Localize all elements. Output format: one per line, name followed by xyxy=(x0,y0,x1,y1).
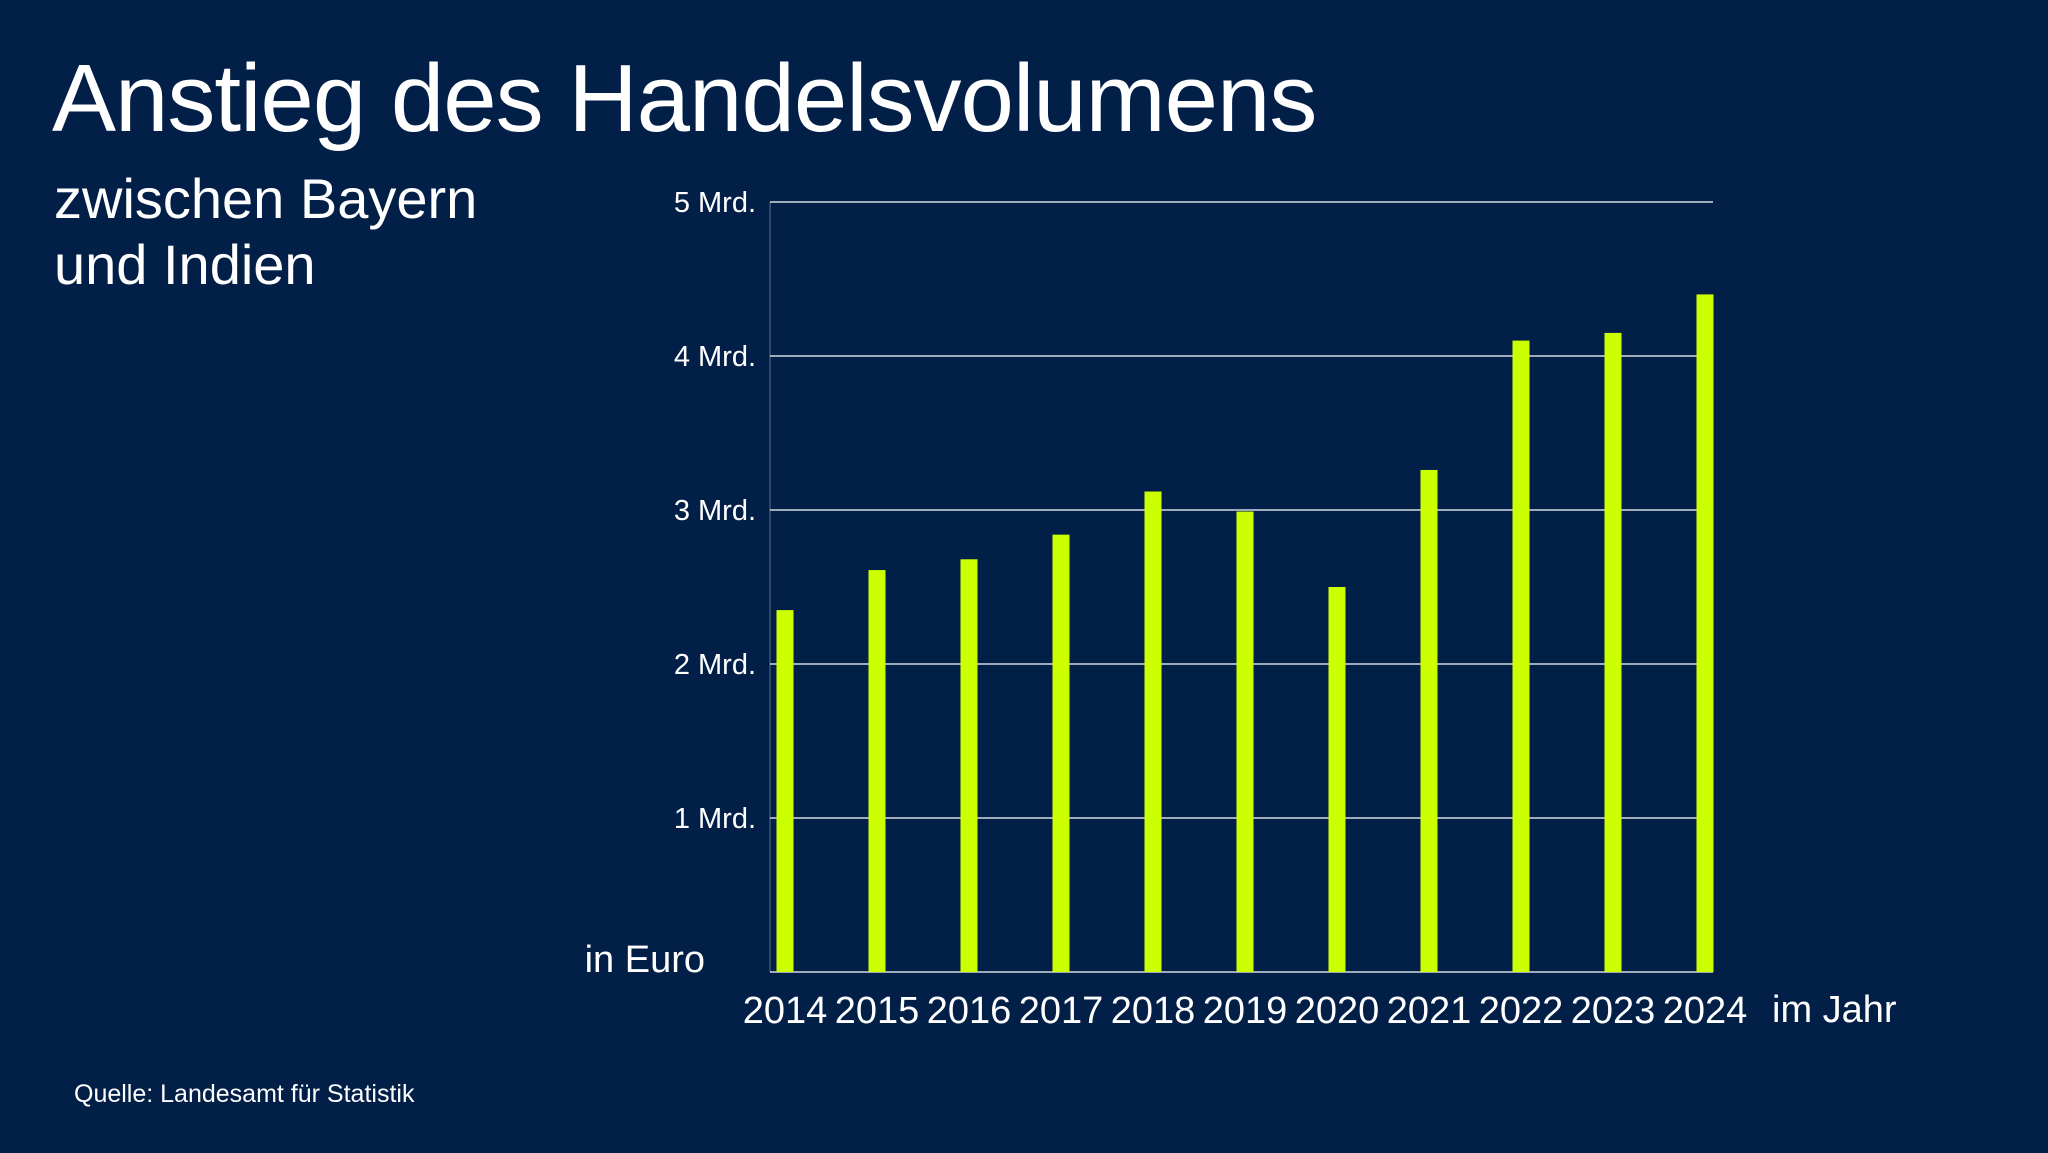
x-tick-label: 2021 xyxy=(1387,990,1472,1032)
bar-2022 xyxy=(1512,340,1530,973)
x-tick-label: 2020 xyxy=(1295,990,1380,1032)
x-tick-label: 2022 xyxy=(1479,990,1564,1032)
x-tick-label: 2018 xyxy=(1111,990,1196,1032)
x-tick-label: 2014 xyxy=(743,990,828,1032)
x-tick-label: 2023 xyxy=(1571,990,1656,1032)
y-tick-label: 3 Mrd. xyxy=(674,495,756,527)
bar-2015 xyxy=(868,570,886,972)
bar-2016 xyxy=(960,559,978,972)
bar-2021 xyxy=(1420,469,1438,972)
bar-2023 xyxy=(1604,332,1622,972)
x-tick-label: 2019 xyxy=(1203,990,1288,1032)
y-tick-label: 5 Mrd. xyxy=(674,187,756,219)
bar-2019 xyxy=(1236,511,1254,972)
x-tick-label: 2017 xyxy=(1019,990,1104,1032)
y-tick-label: 2 Mrd. xyxy=(674,649,756,681)
bar-2014 xyxy=(776,610,794,972)
y-tick-label: 4 Mrd. xyxy=(674,341,756,373)
chart-subtitle: zwischen Bayern und Indien xyxy=(54,167,478,296)
x-axis-label: im Jahr xyxy=(1772,989,1897,1031)
x-tick-label: 2016 xyxy=(927,990,1012,1032)
x-tick-label: 2024 xyxy=(1663,990,1748,1032)
bar-2018 xyxy=(1144,491,1162,972)
y-axis-label: in Euro xyxy=(585,939,705,981)
bar-2017 xyxy=(1052,534,1070,972)
source-note: Quelle: Landesamt für Statistik xyxy=(74,1080,415,1108)
x-tick-label: 2015 xyxy=(835,990,920,1032)
y-tick-label: 1 Mrd. xyxy=(674,803,756,835)
bar-2020 xyxy=(1328,587,1346,972)
chart-title: Anstieg des Handelsvolumens xyxy=(52,45,1317,152)
bar-2024 xyxy=(1696,294,1714,972)
